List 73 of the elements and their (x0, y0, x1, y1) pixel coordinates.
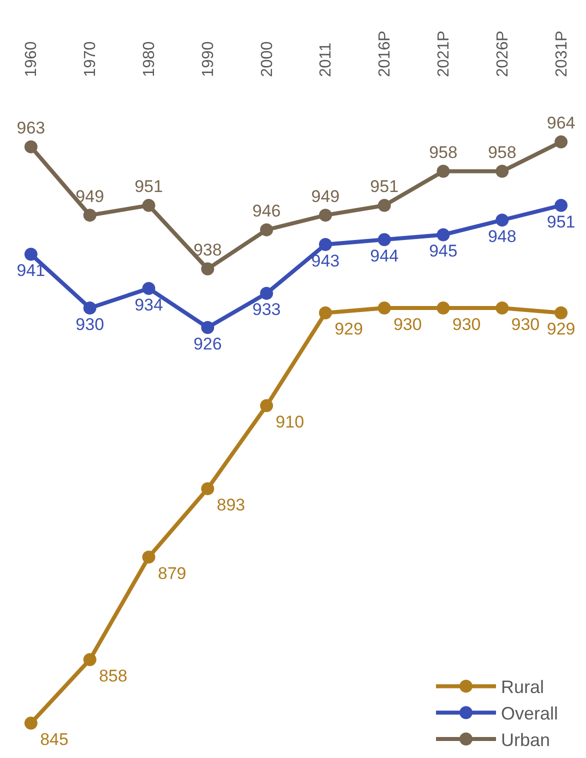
legend-label: Overall (501, 704, 558, 724)
point (260, 223, 274, 236)
data-label: 910 (276, 412, 304, 432)
point (142, 550, 156, 564)
point (201, 321, 214, 334)
data-label: 879 (158, 564, 186, 583)
point (83, 653, 96, 666)
x-tick-label: 1990 (200, 41, 217, 77)
x-tick-label: 1960 (23, 41, 40, 77)
point (201, 262, 214, 276)
point (24, 716, 38, 730)
point (24, 248, 38, 261)
data-label: 964 (546, 114, 576, 133)
data-label: 949 (76, 186, 104, 206)
data-label: 948 (488, 226, 516, 246)
point (142, 198, 156, 212)
data-label: 933 (252, 300, 281, 320)
data-label: 930 (393, 314, 422, 334)
data-label: 930 (76, 314, 104, 334)
data-label: 858 (98, 666, 128, 686)
data-label: 951 (134, 177, 163, 196)
point (496, 301, 509, 314)
data-label: 949 (311, 186, 340, 206)
point (318, 306, 332, 320)
data-label: 926 (193, 334, 222, 354)
data-label: 929 (546, 320, 576, 339)
point (83, 301, 96, 314)
point (496, 164, 509, 178)
point (142, 282, 156, 295)
point (201, 482, 214, 496)
data-label: 938 (193, 240, 222, 260)
x-tick-label: 2031P (553, 30, 570, 77)
data-label: 963 (16, 118, 46, 138)
data-label: 946 (252, 201, 281, 220)
data-label: 958 (488, 142, 516, 162)
point (436, 301, 450, 314)
data-label: 945 (429, 242, 458, 261)
data-label: 893 (216, 496, 246, 515)
data-label: 951 (370, 177, 399, 196)
data-label: 958 (429, 142, 458, 162)
point (554, 198, 568, 212)
point (318, 208, 332, 222)
legend-label: Rural (501, 677, 544, 698)
point (318, 238, 332, 251)
data-label: 951 (546, 212, 576, 232)
data-label: 943 (311, 251, 340, 270)
x-tick-label: 2000 (258, 41, 276, 77)
point (24, 140, 38, 154)
point (378, 198, 391, 212)
point (554, 135, 568, 148)
point (436, 228, 450, 242)
point (83, 208, 96, 222)
data-label: 930 (511, 314, 540, 334)
data-label: 929 (334, 320, 363, 339)
x-tick-label: 2026P (494, 30, 512, 77)
x-tick-label: 1980 (140, 41, 158, 77)
x-tick-label: 1970 (82, 41, 100, 77)
data-label: 941 (16, 261, 46, 280)
point (378, 233, 391, 246)
point (436, 164, 450, 178)
point (260, 399, 274, 412)
x-tick-label: 2011 (318, 42, 335, 77)
data-label: 944 (370, 246, 399, 266)
data-label: 930 (452, 314, 481, 334)
legend-label: Urban (501, 730, 550, 750)
x-tick-label: 2021P (435, 30, 452, 77)
point (496, 214, 509, 227)
point (378, 301, 391, 314)
data-label: 845 (40, 730, 68, 750)
point (554, 306, 568, 320)
x-tick-label: 2016P (376, 30, 394, 77)
data-label: 934 (134, 295, 163, 314)
point (260, 286, 274, 300)
